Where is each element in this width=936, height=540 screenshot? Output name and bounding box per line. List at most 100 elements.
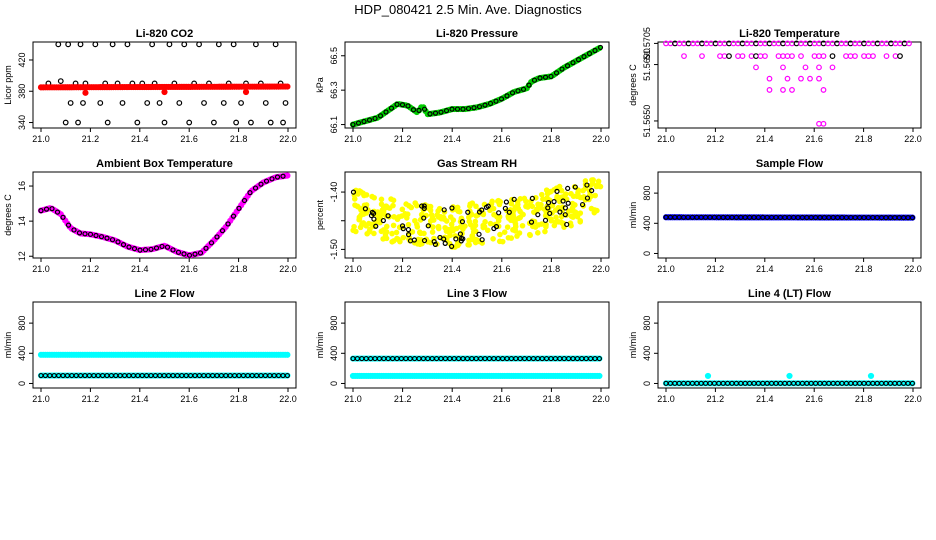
rh-data-point <box>484 227 491 234</box>
y-tick-label: 51.5690 <box>642 48 652 81</box>
rh-raw-point <box>405 232 412 238</box>
outlier-point <box>82 89 89 96</box>
raw-point <box>586 50 593 57</box>
y-tick-label: -1.50 <box>329 239 339 260</box>
rh-data-point <box>548 216 554 222</box>
rh-data-point <box>430 224 436 230</box>
outlier-point <box>704 372 712 380</box>
raw-point <box>97 100 104 106</box>
rh-data-point <box>480 211 487 218</box>
y-tick-label: 51.5650 <box>642 105 652 138</box>
rh-raw-point <box>431 238 437 245</box>
series-point <box>284 83 291 90</box>
rh-data-point <box>386 205 393 211</box>
x-tick-label: 21.8 <box>855 134 873 144</box>
y-tick-label: 66.1 <box>329 116 339 134</box>
y-tick-label: 380 <box>17 84 27 99</box>
rh-data-point <box>538 191 545 198</box>
raw-point <box>203 245 209 251</box>
raw-point <box>520 86 527 92</box>
x-tick-label: 21.6 <box>493 264 511 274</box>
rh-raw-point <box>449 205 455 211</box>
raw-point <box>504 93 510 99</box>
rh-raw-point <box>483 204 490 210</box>
rh-data-point <box>504 224 511 230</box>
raw-point <box>233 119 240 126</box>
raw-point <box>137 247 143 253</box>
y-tick-label: 400 <box>642 346 652 361</box>
rh-data-point <box>383 223 390 230</box>
raw-point <box>476 104 483 110</box>
chart-title: Li-820 CO2 <box>136 28 193 40</box>
raw-point <box>383 109 389 115</box>
raw-point <box>142 247 149 253</box>
rh-raw-point <box>459 219 466 225</box>
y-axis-label: ml/min <box>3 332 13 359</box>
x-tick-label: 22.0 <box>279 394 297 404</box>
raw-point <box>465 105 472 112</box>
rh-raw-point <box>460 236 466 242</box>
raw-point <box>361 118 367 125</box>
rh-raw-point <box>441 207 447 213</box>
rh-data-point <box>469 200 476 206</box>
x-tick-label: 22.0 <box>279 134 297 144</box>
series-point <box>596 372 603 380</box>
y-tick-label: 400 <box>17 346 27 361</box>
x-tick-label: 21.6 <box>493 394 511 404</box>
rh-data-point <box>355 203 361 210</box>
raw-point <box>366 117 373 123</box>
rh-data-point <box>399 206 406 213</box>
rh-raw-point <box>564 221 570 228</box>
x-tick-label: 21.2 <box>394 394 412 404</box>
rh-data-point <box>467 221 474 228</box>
rh-data-point <box>409 229 416 235</box>
rh-data-point <box>535 230 541 236</box>
rh-data-point <box>402 210 408 217</box>
y-tick-label: 51.5705 <box>642 27 652 60</box>
rh-raw-point <box>565 185 571 192</box>
y-tick-label: 0 <box>642 251 652 256</box>
rh-data-point <box>361 192 367 199</box>
x-tick-label: 21.4 <box>756 264 774 274</box>
temp-point <box>883 53 890 59</box>
x-tick-label: 21.8 <box>543 264 561 274</box>
y-tick-label: 66.3 <box>329 81 339 99</box>
y-tick-label: 800 <box>17 316 27 331</box>
rh-data-point <box>474 237 481 244</box>
rh-raw-point <box>373 223 379 229</box>
plot-frame <box>657 301 922 389</box>
y-tick-label: 800 <box>329 316 339 331</box>
rh-data-point <box>369 193 375 200</box>
rh-raw-point <box>362 206 368 212</box>
rh-raw-point <box>465 209 471 215</box>
raw-point <box>65 222 72 228</box>
temp-point <box>816 64 822 71</box>
chart-title: Ambient Box Temperature <box>96 158 233 170</box>
rh-data-point <box>363 223 369 229</box>
rh-data-point <box>590 177 596 183</box>
rh-raw-point <box>421 203 427 209</box>
x-tick-label: 21.0 <box>32 394 50 404</box>
rh-data-point <box>447 232 453 239</box>
rh-raw-point <box>400 226 406 232</box>
chart-panel-9: Line 4 (LT) Flow ml/min 21.0 21.2 21.4 21.6 21… <box>628 288 922 404</box>
rh-data-point <box>481 223 488 230</box>
y-tick-label: 420 <box>17 52 27 67</box>
y-axis-label: ml/min <box>628 202 638 229</box>
rh-data-point <box>460 226 466 232</box>
rh-data-point <box>421 230 427 237</box>
raw-point <box>460 106 466 112</box>
raw-point <box>248 119 254 126</box>
x-tick-label: 21.2 <box>394 134 412 144</box>
chart-panel-8: Line 3 Flow ml/min 21.0 21.2 21.4 21.6 21.8 22.… <box>315 288 610 404</box>
raw-point <box>553 70 560 76</box>
raw-point <box>109 41 116 48</box>
rh-raw-point <box>407 238 414 244</box>
raw-point <box>67 100 74 106</box>
temp-point <box>807 75 813 82</box>
raw-point <box>109 237 116 243</box>
raw-point <box>280 119 286 126</box>
y-tick-label: 14 <box>17 216 27 226</box>
raw-point <box>80 100 86 106</box>
rh-raw-point <box>405 226 412 233</box>
